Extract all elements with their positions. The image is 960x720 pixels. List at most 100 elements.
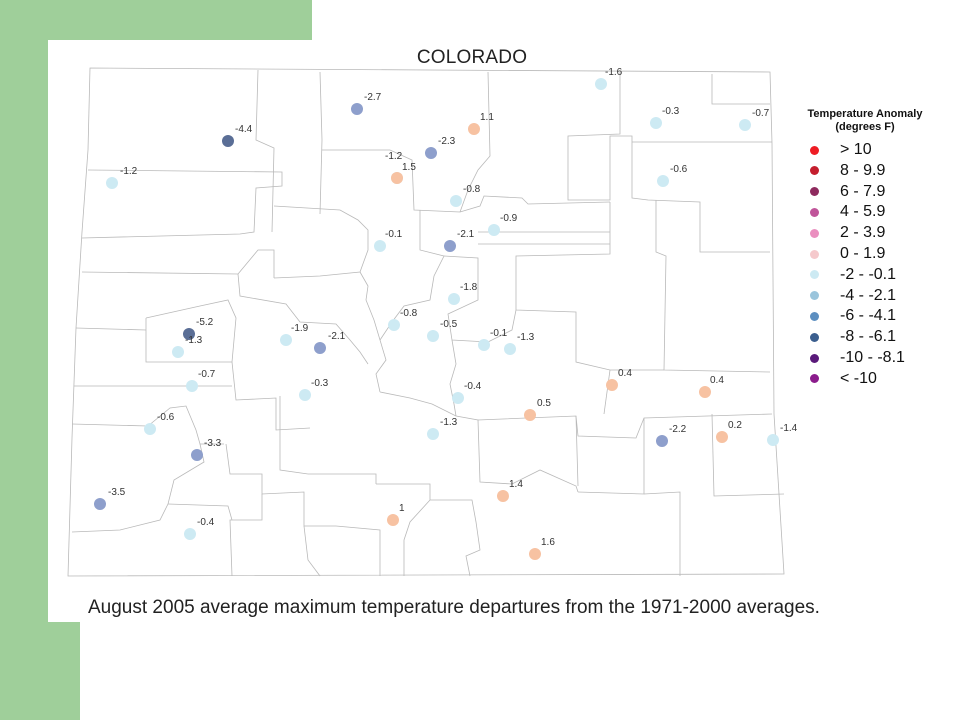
legend-color-dot bbox=[810, 166, 819, 176]
legend-color-dot bbox=[810, 353, 819, 363]
legend-color-dot bbox=[810, 270, 819, 280]
station-marker bbox=[388, 319, 400, 331]
station-value-label: -0.6 bbox=[157, 412, 175, 423]
station-value-label: -1.2 bbox=[120, 166, 138, 177]
station-marker bbox=[425, 147, 437, 159]
legend-label: -2 - -0.1 bbox=[840, 265, 897, 283]
legend-item: -2 - -0.1 bbox=[810, 265, 896, 285]
legend-item: -10 - -8.1 bbox=[810, 348, 905, 368]
legend-color-dot bbox=[810, 291, 819, 301]
station-marker bbox=[656, 435, 668, 447]
station-value-label: -0.3 bbox=[662, 106, 680, 117]
station-value-label: -1.3 bbox=[517, 332, 535, 343]
station-marker bbox=[144, 423, 156, 435]
station-marker bbox=[716, 431, 728, 443]
legend-label: 2 - 3.9 bbox=[840, 224, 886, 242]
station-value-label: 1.6 bbox=[541, 537, 555, 548]
station-value-label: -3.5 bbox=[108, 487, 126, 498]
legend-color-dot bbox=[810, 145, 819, 155]
station-value-label: 0.2 bbox=[728, 420, 742, 431]
station-value-label: -4.4 bbox=[235, 124, 253, 135]
station-value-label: -1.2 bbox=[385, 151, 403, 162]
station-value-label: -0.1 bbox=[490, 328, 508, 339]
station-marker bbox=[450, 195, 462, 207]
station-marker bbox=[497, 490, 509, 502]
station-value-label: -2.7 bbox=[364, 92, 382, 103]
legend-item: > 10 bbox=[810, 140, 872, 160]
station-marker bbox=[183, 328, 195, 340]
legend-color-dot bbox=[810, 228, 819, 238]
station-marker bbox=[448, 293, 460, 305]
station-marker bbox=[387, 514, 399, 526]
slide-panel bbox=[48, 40, 960, 622]
station-value-label: 0.5 bbox=[537, 398, 551, 409]
station-value-label: 1.1 bbox=[480, 112, 494, 123]
legend: Temperature Anomaly (degrees F) > 10 8 - … bbox=[800, 108, 940, 387]
station-value-label: -0.5 bbox=[440, 319, 458, 330]
station-value-label: 1 bbox=[399, 503, 405, 514]
station-marker bbox=[478, 339, 490, 351]
legend-color-dot bbox=[810, 332, 819, 342]
station-marker bbox=[606, 379, 618, 391]
station-value-label: -5.2 bbox=[196, 317, 214, 328]
map-title: COLORADO bbox=[416, 47, 528, 68]
station-value-label: -1.6 bbox=[605, 67, 623, 78]
station-value-label: -2.3 bbox=[438, 136, 456, 147]
station-value-label: 0.4 bbox=[618, 368, 632, 379]
legend-color-dot bbox=[810, 207, 819, 217]
station-marker bbox=[186, 380, 198, 392]
station-value-label: -1.3 bbox=[185, 335, 203, 346]
station-value-label: -0.7 bbox=[198, 369, 216, 380]
slide-decoration-top bbox=[0, 0, 312, 40]
station-value-label: -0.8 bbox=[400, 308, 418, 319]
station-marker bbox=[504, 343, 516, 355]
station-value-label: -2.1 bbox=[457, 229, 475, 240]
station-marker bbox=[314, 342, 326, 354]
slide-decoration-bottom bbox=[48, 622, 80, 720]
station-value-label: 1.4 bbox=[509, 479, 523, 490]
station-value-label: -2.1 bbox=[328, 331, 346, 342]
station-marker bbox=[222, 135, 234, 147]
station-value-label: -0.9 bbox=[500, 213, 518, 224]
station-marker bbox=[452, 392, 464, 404]
legend-item: 6 - 7.9 bbox=[810, 182, 885, 202]
legend-label: -6 - -4.1 bbox=[840, 307, 897, 325]
legend-item: 0 - 1.9 bbox=[810, 244, 885, 264]
legend-title-line1: Temperature Anomaly bbox=[807, 108, 923, 120]
station-value-label: 1.5 bbox=[402, 162, 416, 173]
slide-decoration-side bbox=[0, 40, 48, 720]
station-marker bbox=[595, 78, 607, 90]
station-marker bbox=[172, 346, 184, 358]
station-marker bbox=[524, 409, 536, 421]
station-marker bbox=[427, 428, 439, 440]
legend-label: -4 - -2.1 bbox=[840, 286, 897, 304]
station-value-label: -0.4 bbox=[197, 517, 215, 528]
station-marker bbox=[191, 449, 203, 461]
station-value-label: -1.4 bbox=[780, 423, 798, 434]
station-marker bbox=[184, 528, 196, 540]
station-marker bbox=[299, 389, 311, 401]
station-value-label: -0.7 bbox=[752, 108, 770, 119]
station-marker bbox=[739, 119, 751, 131]
station-marker bbox=[699, 386, 711, 398]
station-value-label: -3.3 bbox=[204, 438, 222, 449]
station-marker bbox=[427, 330, 439, 342]
legend-color-dot bbox=[810, 311, 819, 321]
legend-item: 8 - 9.9 bbox=[810, 161, 885, 181]
legend-color-dot bbox=[810, 249, 819, 259]
legend-label: > 10 bbox=[840, 141, 872, 158]
station-value-label: -1.9 bbox=[291, 323, 309, 334]
legend-item: < -10 bbox=[810, 369, 877, 389]
station-marker bbox=[444, 240, 456, 252]
station-marker bbox=[468, 123, 480, 135]
legend-title: Temperature Anomaly (degrees F) bbox=[790, 108, 940, 134]
legend-item: 2 - 3.9 bbox=[810, 223, 885, 243]
legend-item: 4 - 5.9 bbox=[810, 202, 885, 222]
legend-label: 4 - 5.9 bbox=[840, 203, 886, 221]
station-marker bbox=[650, 117, 662, 129]
legend-color-dot bbox=[810, 187, 819, 197]
station-marker bbox=[529, 548, 541, 560]
legend-label: 8 - 9.9 bbox=[840, 161, 886, 179]
legend-item: -6 - -4.1 bbox=[810, 306, 896, 326]
